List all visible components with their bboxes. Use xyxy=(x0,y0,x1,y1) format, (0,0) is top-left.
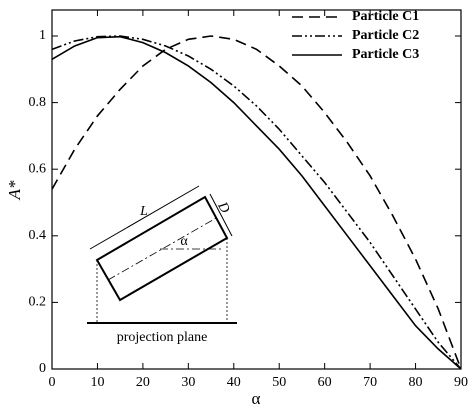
inset-label: projection plane xyxy=(117,330,208,345)
y-tick-label: 0 xyxy=(39,361,46,376)
legend-label: Particle C1 xyxy=(352,9,419,24)
x-tick-label: 40 xyxy=(227,375,241,390)
inset-label: L xyxy=(139,204,148,219)
x-tick-label: 70 xyxy=(363,375,377,390)
legend-label: Particle C2 xyxy=(352,28,419,43)
y-tick-label: 0.2 xyxy=(29,295,47,310)
series-line xyxy=(51,35,462,370)
inset-diagram xyxy=(87,185,237,324)
y-tick-label: 1 xyxy=(39,28,46,43)
inset-label: D xyxy=(214,199,232,216)
inset-label: α xyxy=(180,234,188,249)
x-tick-label: 90 xyxy=(454,375,468,390)
x-tick-label: 60 xyxy=(318,375,332,390)
center-line xyxy=(107,216,219,281)
particle-rect xyxy=(95,195,229,302)
y-tick-label: 0.6 xyxy=(29,161,47,176)
dimension-line xyxy=(209,193,233,237)
x-axis-label: α xyxy=(252,389,261,408)
y-axis-label: A* xyxy=(5,180,24,200)
x-tick-label: 0 xyxy=(49,375,56,390)
x-tick-label: 20 xyxy=(136,375,150,390)
legend-label: Particle C3 xyxy=(352,47,419,62)
x-tick-label: 10 xyxy=(90,375,104,390)
x-tick-label: 80 xyxy=(409,375,423,390)
y-tick-label: 0.4 xyxy=(29,228,47,243)
series-line xyxy=(51,35,462,370)
plot-frame xyxy=(51,9,462,370)
x-tick-label: 50 xyxy=(272,375,286,390)
y-tick-label: 0.8 xyxy=(29,95,47,110)
x-tick-label: 30 xyxy=(181,375,195,390)
dimension-line xyxy=(89,185,200,250)
series-line xyxy=(51,35,462,370)
